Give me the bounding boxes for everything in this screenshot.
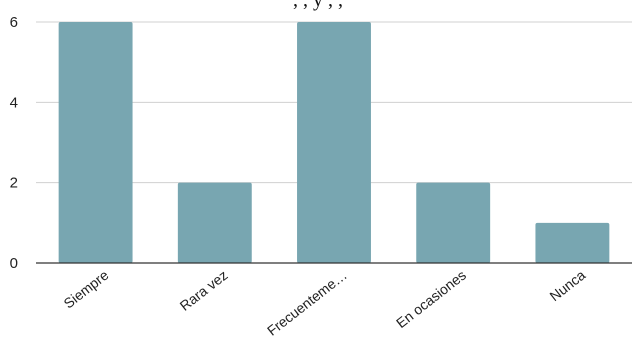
y-tick-label: 4 <box>10 94 18 111</box>
x-axis-labels: Siempre Rara vez Frecuenteme… En ocasiones N… <box>61 267 589 339</box>
x-category-label: Siempre <box>61 267 112 312</box>
x-category-label: Nunca <box>547 267 589 305</box>
y-tick-label: 6 <box>10 14 18 31</box>
bar <box>177 182 252 263</box>
x-category-label: En ocasiones <box>393 267 469 331</box>
bar <box>535 222 610 263</box>
x-category-label: Rara vez <box>177 267 231 314</box>
bar <box>297 22 371 263</box>
bar <box>58 22 133 263</box>
chart-title-fragment: , , y , , <box>293 0 343 11</box>
y-tick-label: 0 <box>10 255 18 272</box>
bars <box>58 22 610 263</box>
y-axis-ticks: 0 2 4 6 <box>10 14 18 272</box>
x-category-label: Frecuenteme… <box>264 267 350 339</box>
bar <box>416 182 491 263</box>
y-tick-label: 2 <box>10 175 18 192</box>
